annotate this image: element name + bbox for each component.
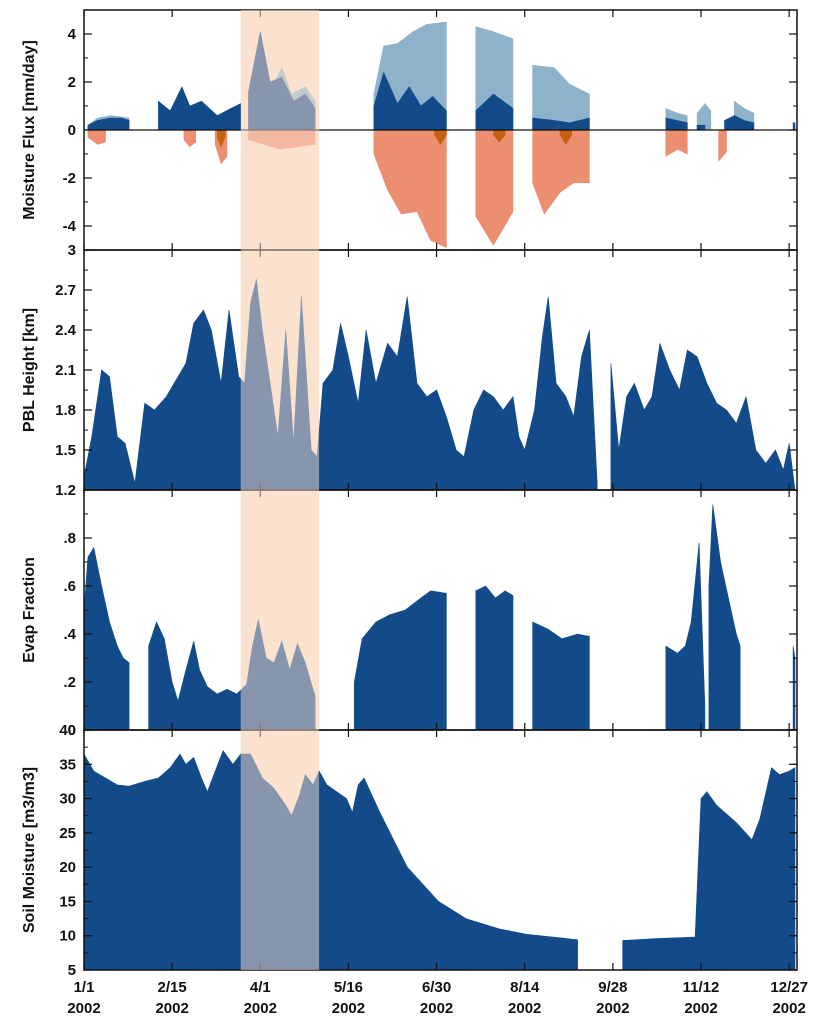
y-tick-label: 1.2 bbox=[55, 482, 76, 499]
y-axis-title: Evap Fraction bbox=[21, 557, 38, 663]
x-tick-label-date: 1/1 bbox=[74, 979, 95, 996]
y-tick-label: 2.1 bbox=[55, 362, 76, 379]
y-axis-title: Soil Moisture [m3/m3] bbox=[21, 767, 38, 933]
area-segment bbox=[792, 645, 796, 731]
y-tick-label: 1.8 bbox=[55, 402, 76, 419]
area-segment bbox=[665, 542, 706, 731]
y-tick-label: 20 bbox=[59, 859, 76, 876]
y-tick-label: .2 bbox=[63, 674, 76, 691]
area-segment bbox=[83, 279, 598, 491]
area-segment bbox=[183, 129, 196, 148]
area-segment bbox=[708, 504, 741, 731]
x-tick-label-year: 2002 bbox=[332, 1000, 365, 1017]
y-tick-label: .6 bbox=[63, 578, 76, 595]
x-tick-label-date: 9/28 bbox=[598, 979, 627, 996]
y-tick-label: 4 bbox=[68, 26, 77, 43]
panel-moisture_flux: 4 2 0 -2 -4 Moisture Flux [mm/day] bbox=[21, 9, 798, 251]
x-tick-label-date: 5/16 bbox=[334, 979, 363, 996]
y-tick-label: 2.7 bbox=[55, 282, 76, 299]
y-tick-label: 10 bbox=[59, 928, 76, 945]
x-tick-label-year: 2002 bbox=[420, 1000, 453, 1017]
series-main_fill bbox=[83, 504, 796, 731]
area-segment bbox=[373, 71, 447, 131]
x-tick-label-date: 2/15 bbox=[158, 979, 187, 996]
x-tick-label-year: 2002 bbox=[508, 1000, 541, 1017]
area-segment bbox=[475, 129, 514, 246]
area-segment bbox=[696, 124, 706, 131]
y-tick-label: -2 bbox=[63, 170, 76, 187]
x-tick-label-date: 4/1 bbox=[250, 979, 271, 996]
x-tick-label-date: 11/12 bbox=[683, 979, 720, 996]
x-tick-label-year: 2002 bbox=[684, 1000, 717, 1017]
area-segment bbox=[622, 767, 796, 971]
y-tick-label: 3 bbox=[68, 242, 76, 259]
x-tick-label-year: 2002 bbox=[155, 1000, 188, 1017]
x-tick-label-date: 12/27 bbox=[770, 979, 808, 996]
y-tick-label: 2 bbox=[68, 74, 76, 91]
y-tick-label: -4 bbox=[63, 218, 77, 235]
x-tick-label-date: 6/30 bbox=[422, 979, 451, 996]
y-tick-label: 0 bbox=[68, 722, 76, 739]
area-segment bbox=[87, 117, 130, 131]
y-tick-label: 5 bbox=[68, 962, 76, 979]
y-tick-label: .8 bbox=[63, 530, 76, 547]
series-salmon bbox=[87, 129, 727, 249]
area-segment bbox=[532, 621, 590, 731]
area-segment bbox=[532, 129, 590, 215]
panel-pbl_height: 3 2.7 2.4 2.1 1.8 1.5 1.2 PBL Height [km] bbox=[21, 242, 798, 499]
y-axis-title: Moisture Flux [mm/day] bbox=[21, 40, 38, 220]
y-tick-label: 40 bbox=[59, 722, 76, 739]
area-segment bbox=[610, 343, 796, 491]
area-segment bbox=[475, 585, 514, 731]
area-segment bbox=[792, 122, 796, 131]
highlight-band-overlay bbox=[240, 10, 320, 970]
panel-evap_fraction: .8 .6 .4 .2 0 Evap Fraction bbox=[21, 489, 798, 739]
x-tick-label-year: 2002 bbox=[596, 1000, 629, 1017]
x-tick-label-year: 2002 bbox=[67, 1000, 100, 1017]
area-segment bbox=[665, 129, 688, 157]
area-segment bbox=[354, 590, 447, 731]
y-axis-title: PBL Height [km] bbox=[21, 308, 38, 432]
area-segment bbox=[718, 129, 727, 163]
x-tick-label-year: 2002 bbox=[772, 1000, 805, 1017]
x-tick-label-date: 8/14 bbox=[510, 979, 540, 996]
area-segment bbox=[158, 86, 241, 131]
y-tick-label: 35 bbox=[59, 756, 76, 773]
x-tick-label-year: 2002 bbox=[244, 1000, 277, 1017]
area-segment bbox=[373, 129, 447, 249]
area-segment bbox=[87, 129, 106, 145]
y-tick-label: 2.4 bbox=[55, 322, 77, 339]
area-segment bbox=[83, 546, 130, 731]
y-tick-label: 25 bbox=[59, 825, 76, 842]
y-tick-label: 1.5 bbox=[55, 442, 76, 459]
highlight-overlay-layer bbox=[240, 10, 320, 970]
series-main_fill bbox=[83, 749, 796, 971]
y-tick-label: 30 bbox=[59, 791, 76, 808]
series-main_fill bbox=[83, 279, 796, 491]
x-axis: 1/1 2002 2/15 2002 4/1 2002 5/16 2002 6/30 2002 8/… bbox=[67, 979, 808, 1017]
series-orange_dark bbox=[216, 129, 572, 148]
area-segment bbox=[83, 749, 578, 971]
y-tick-label: 15 bbox=[59, 893, 76, 910]
y-tick-label: .4 bbox=[63, 626, 76, 643]
y-tick-label: 0 bbox=[68, 122, 76, 139]
panel-soil_moisture: 40 35 30 25 20 15 10 5 Soil Moisture [m3/m3] bbox=[21, 722, 798, 979]
